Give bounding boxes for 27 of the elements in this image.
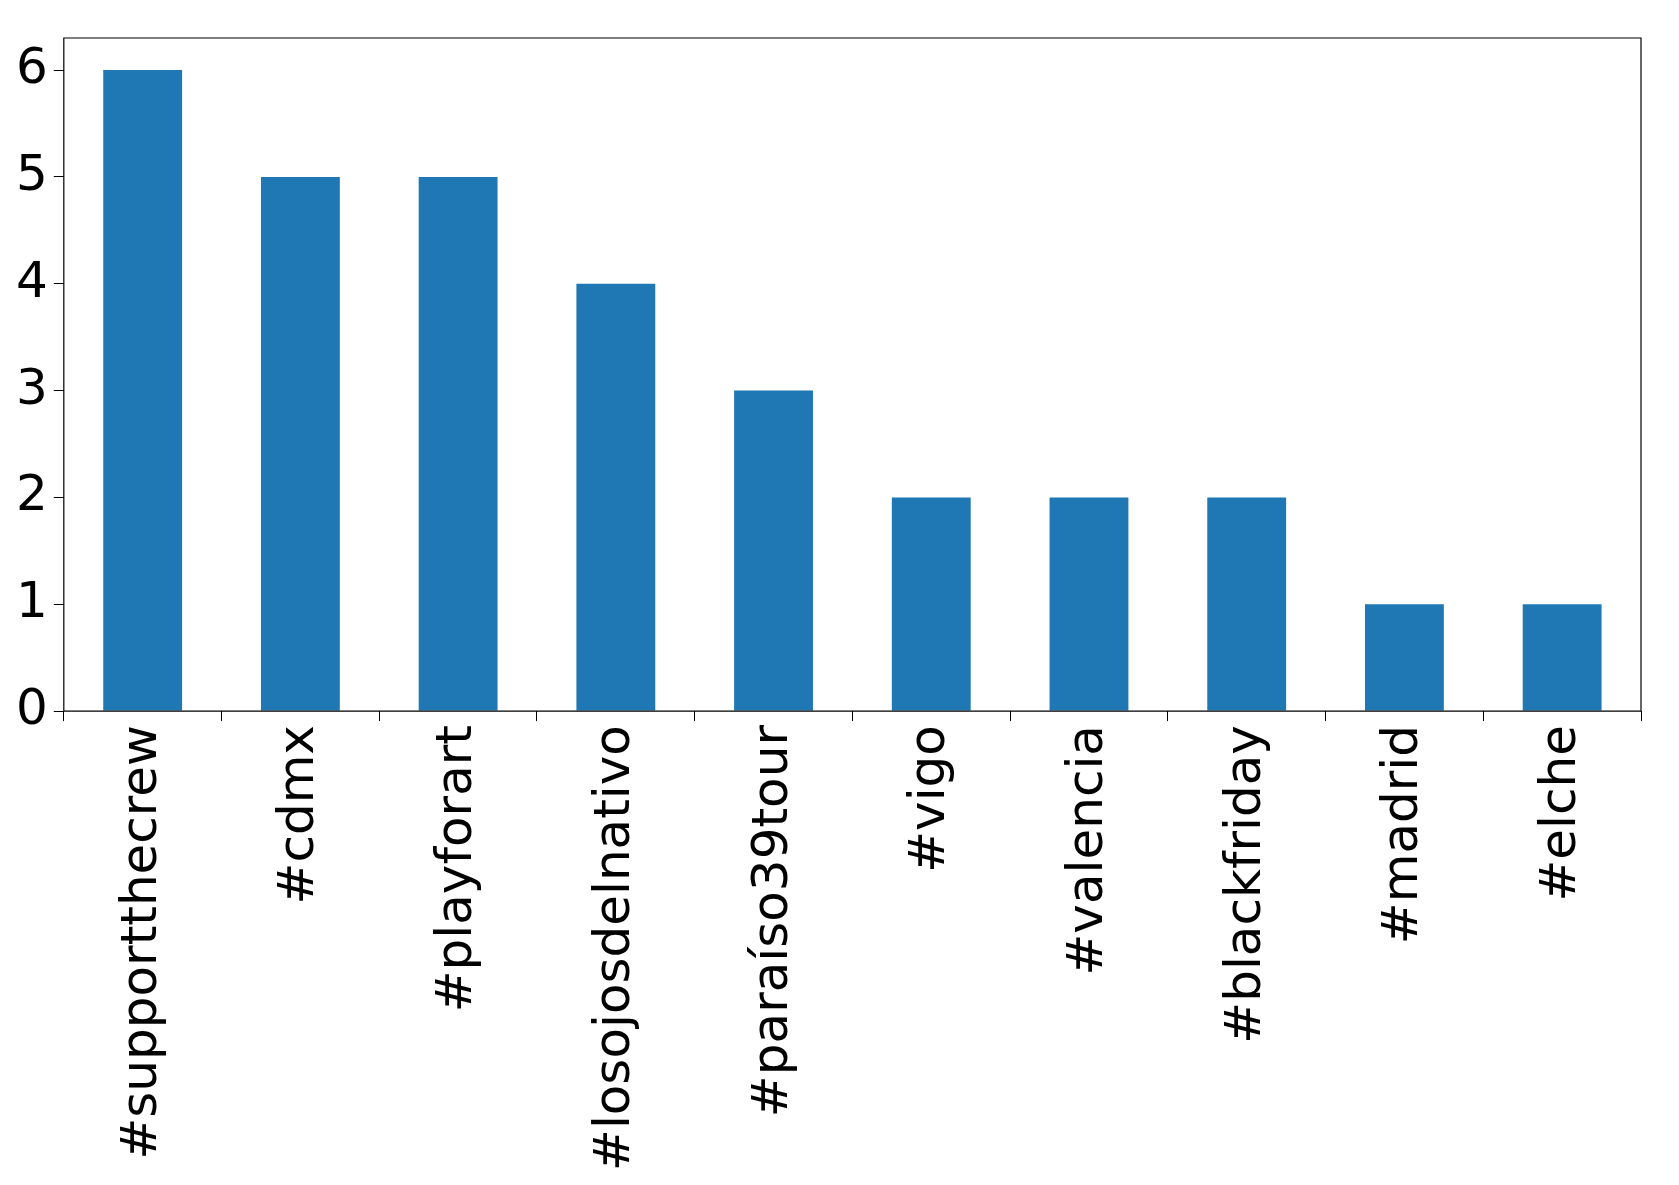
- x-tick-label: #blackfriday: [1213, 725, 1272, 1044]
- y-tick-label: 1: [16, 571, 48, 630]
- x-tick-label: #playforart: [425, 725, 484, 1013]
- bar: [576, 283, 656, 711]
- x-tick-label: #madrid: [1371, 725, 1430, 945]
- x-tick-label: #supportthecrew: [109, 725, 168, 1160]
- bar: [1364, 604, 1444, 711]
- bar: [891, 497, 971, 711]
- y-tick-label: 5: [16, 143, 48, 202]
- y-tick-label: 0: [16, 678, 48, 737]
- y-tick-label: 3: [16, 357, 48, 416]
- bar: [418, 176, 498, 711]
- bar: [734, 390, 813, 711]
- bar: [260, 176, 340, 711]
- bar: [1522, 604, 1602, 711]
- x-tick-label: #elche: [1529, 725, 1588, 902]
- x-tick-label: #vigo: [898, 725, 957, 873]
- bar: [103, 70, 183, 711]
- y-tick-label: 6: [16, 37, 48, 96]
- x-tick-label: #losojosdelnativo: [582, 725, 641, 1172]
- x-tick-label: #cdmx: [267, 725, 326, 905]
- x-tick-label: #valencia: [1055, 725, 1114, 976]
- bar: [1049, 497, 1129, 711]
- bar: [1207, 497, 1287, 711]
- y-tick-label: 4: [16, 250, 48, 309]
- x-tick-label: #paraíso39tour: [740, 724, 799, 1118]
- y-tick-label: 2: [16, 464, 48, 523]
